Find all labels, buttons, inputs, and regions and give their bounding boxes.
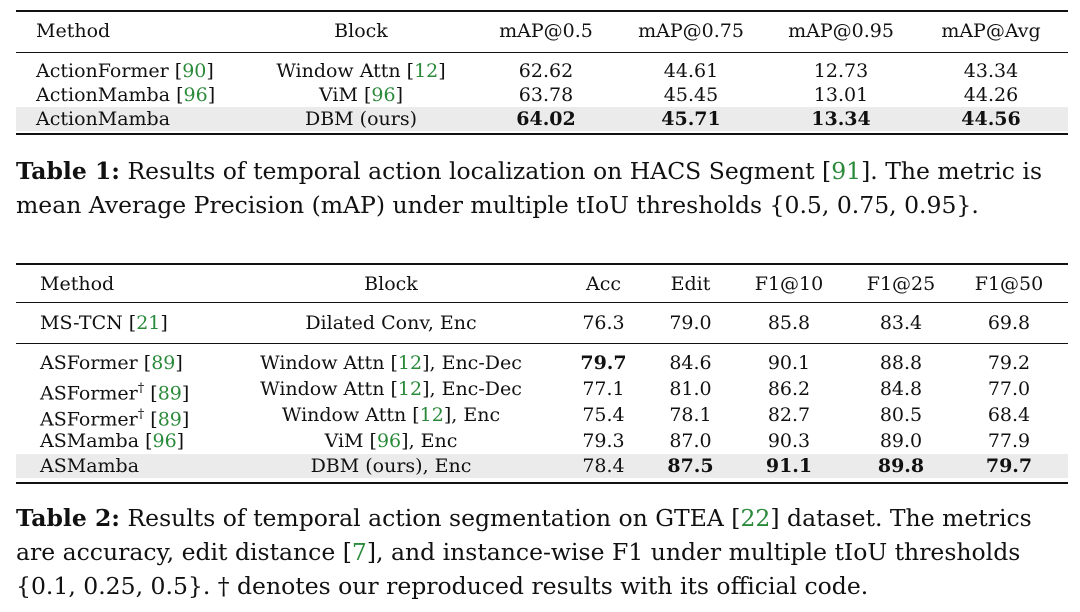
header-map50: mAP@0.5 — [499, 20, 593, 42]
bottom-rule — [16, 133, 1068, 135]
value-cell: 69.8 — [987, 312, 1031, 334]
value-cell: 77.0 — [987, 378, 1031, 400]
dagger-mark: † — [137, 407, 145, 422]
value-cell: 86.2 — [767, 378, 811, 400]
value-cell: 44.26 — [963, 84, 1019, 106]
value-cell: 84.6 — [669, 352, 712, 374]
value-cell: 75.4 — [582, 404, 625, 426]
value-cell: 89.0 — [879, 430, 923, 452]
value-cell: 78.1 — [669, 404, 712, 426]
header-mapavg: mAP@Avg — [941, 20, 1041, 42]
method-cell: ASMamba [96] — [40, 430, 185, 452]
table-row: ActionMamba [96] ViM [96] 63.78 45.45 13… — [16, 83, 1068, 107]
method-cell: ActionFormer [90] — [36, 60, 214, 82]
table-row: ASFormer [89] Window Attn [12], Enc-Dec … — [16, 351, 1068, 375]
table-1-caption: Table 1: Results of temporal action loca… — [16, 157, 1043, 219]
table-row: MS-TCN [21] Dilated Conv, Enc 76.3 79.0 … — [16, 311, 1068, 335]
header-block: Block — [334, 20, 388, 42]
header-edit: Edit — [670, 273, 711, 295]
caption-label: Table 2: — [16, 504, 120, 532]
header-f1-50: F1@50 — [974, 273, 1044, 295]
value-cell: 79.7 — [985, 455, 1033, 477]
block-cell: Window Attn [12] — [276, 60, 446, 82]
header-f1-25: F1@25 — [866, 273, 936, 295]
header-method: Method — [36, 20, 111, 42]
block-cell: ViM [96], Enc — [324, 430, 458, 452]
value-cell: 79.7 — [580, 352, 627, 374]
block-cell: Dilated Conv, Enc — [305, 312, 477, 334]
mid-rule — [16, 52, 1068, 53]
value-cell: 80.5 — [879, 404, 923, 426]
table-row: ASFormer† [89] Window Attn [12], Enc 75.… — [16, 403, 1068, 431]
block-cell: ViM [96] — [319, 84, 403, 106]
value-cell: 68.4 — [987, 404, 1031, 426]
value-cell: 88.8 — [879, 352, 923, 374]
header-method: Method — [40, 273, 115, 295]
table-2-caption: Table 2: Results of temporal action segm… — [16, 504, 1032, 600]
value-cell: 79.0 — [669, 312, 712, 334]
method-cell: ASMamba — [40, 455, 140, 477]
value-cell: 81.0 — [669, 378, 712, 400]
table-row: ASFormer† [89] Window Attn [12], Enc-Dec… — [16, 377, 1068, 405]
dagger-mark: † — [137, 381, 145, 396]
caption-label: Table 1: — [16, 157, 120, 185]
table-header-row: Method Block mAP@0.5 mAP@0.75 mAP@0.95 m… — [16, 19, 1068, 43]
table-header-row: Method Block Acc Edit F1@10 F1@25 F1@50 — [16, 272, 1068, 296]
value-cell: 12.73 — [813, 60, 869, 82]
top-rule — [16, 263, 1068, 265]
group-rule — [16, 343, 1068, 344]
value-cell: 13.01 — [813, 84, 869, 106]
value-cell: 87.0 — [669, 430, 712, 452]
block-cell: Window Attn [12], Enc-Dec — [260, 378, 522, 400]
table-row-highlighted: ASMamba DBM (ours), Enc 78.4 87.5 91.1 8… — [16, 454, 1068, 478]
value-cell: 43.34 — [963, 60, 1019, 82]
method-cell: MS-TCN [21] — [40, 312, 168, 334]
block-cell: DBM (ours), Enc — [310, 455, 472, 477]
method-cell: ASFormer [89] — [40, 352, 183, 374]
method-cell: ActionMamba [96] — [36, 84, 216, 106]
value-cell: 83.4 — [879, 312, 923, 334]
block-cell: Window Attn [12], Enc — [281, 404, 501, 426]
value-cell: 82.7 — [767, 404, 811, 426]
value-cell: 77.9 — [987, 430, 1031, 452]
value-cell: 89.8 — [877, 455, 925, 477]
table-row: ActionFormer [90] Window Attn [12] 62.62… — [16, 59, 1068, 83]
value-cell: 62.62 — [518, 60, 574, 82]
table-2: Method Block Acc Edit F1@10 F1@25 F1@50 … — [16, 263, 1068, 488]
block-cell: DBM (ours) — [304, 108, 418, 130]
value-cell: 85.8 — [767, 312, 811, 334]
value-cell: 79.2 — [987, 352, 1031, 374]
block-cell: Window Attn [12], Enc-Dec — [260, 352, 522, 374]
table-row-highlighted: ActionMamba DBM (ours) 64.02 45.71 13.34… — [16, 107, 1068, 131]
table-row: ASMamba [96] ViM [96], Enc 79.3 87.0 90.… — [16, 429, 1068, 453]
value-cell: 90.1 — [767, 352, 811, 374]
value-cell: 91.1 — [765, 455, 813, 477]
method-cell: ASFormer† [89] — [40, 381, 190, 405]
table-1: Method Block mAP@0.5 mAP@0.75 mAP@0.95 m… — [16, 10, 1068, 138]
value-cell: 90.3 — [767, 430, 811, 452]
method-cell: ActionMamba — [36, 108, 171, 130]
header-block: Block — [364, 273, 418, 295]
value-cell: 45.71 — [661, 108, 721, 130]
header-acc: Acc — [585, 273, 621, 295]
value-cell: 63.78 — [518, 84, 574, 106]
value-cell: 77.1 — [582, 378, 625, 400]
method-cell: ASFormer† [89] — [40, 407, 190, 431]
value-cell: 45.45 — [663, 84, 719, 106]
value-cell: 87.5 — [667, 455, 714, 477]
mid-rule — [16, 302, 1068, 303]
top-rule — [16, 10, 1068, 12]
value-cell: 64.02 — [516, 108, 576, 130]
value-cell: 78.4 — [582, 455, 625, 477]
header-map95: mAP@0.95 — [788, 20, 894, 42]
value-cell: 13.34 — [811, 108, 871, 130]
value-cell: 44.56 — [961, 108, 1021, 130]
value-cell: 84.8 — [879, 378, 923, 400]
value-cell: 76.3 — [582, 312, 625, 334]
bottom-rule — [16, 482, 1068, 484]
value-cell: 79.3 — [582, 430, 625, 452]
header-f1-10: F1@10 — [754, 273, 824, 295]
header-map75: mAP@0.75 — [638, 20, 744, 42]
value-cell: 44.61 — [663, 60, 719, 82]
